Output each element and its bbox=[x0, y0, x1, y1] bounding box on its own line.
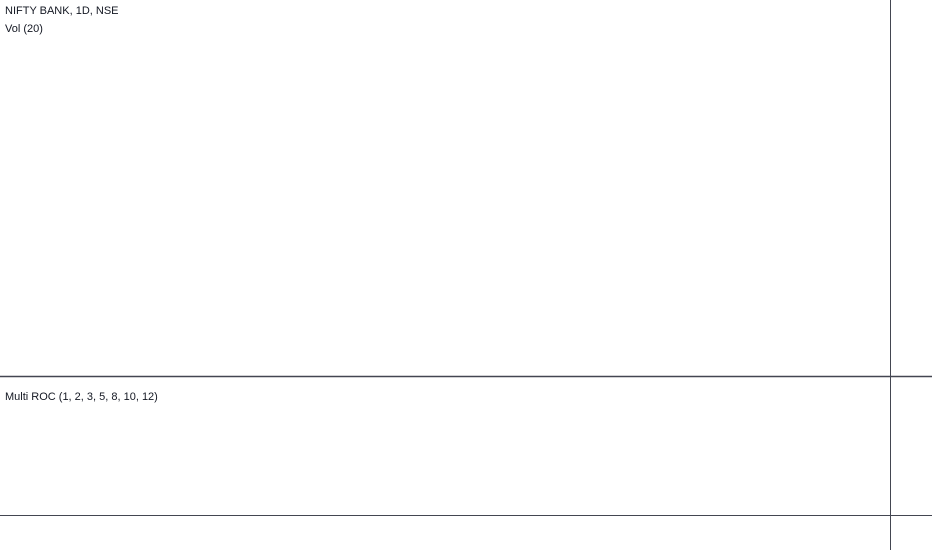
volume-label: Vol (20) bbox=[5, 23, 43, 35]
symbol-title: NIFTY BANK, 1D, NSE bbox=[5, 5, 119, 17]
indicator-title: Multi ROC (1, 2, 3, 5, 8, 10, 12) bbox=[5, 391, 158, 403]
